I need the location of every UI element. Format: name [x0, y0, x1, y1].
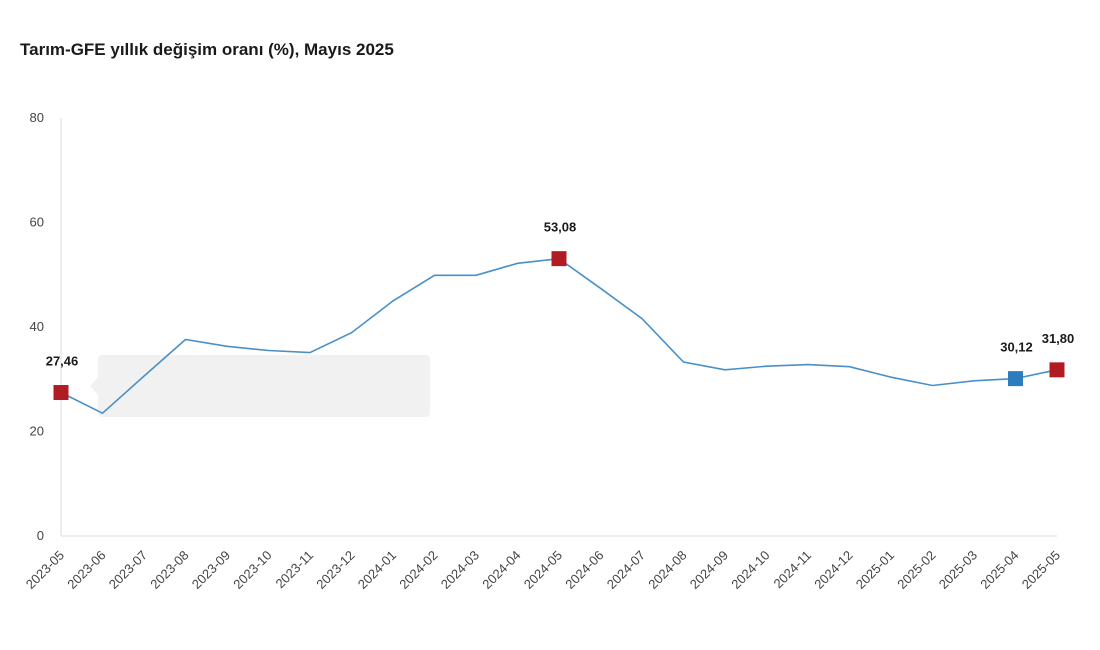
x-tick-label: 2023-08	[147, 548, 191, 592]
y-tick-label: 40	[30, 319, 44, 334]
data-point-marker	[1049, 362, 1065, 378]
x-tick-label: 2024-12	[811, 548, 855, 592]
data-point-marker	[1008, 371, 1023, 387]
y-tick-label: 60	[30, 215, 44, 230]
x-tick-label: 2023-12	[313, 548, 357, 592]
data-label: 30,12	[1000, 340, 1033, 355]
x-tick-label: 2024-01	[355, 548, 399, 592]
x-tick-label: 2023-07	[106, 548, 150, 592]
x-tick-label: 2025-05	[1019, 548, 1063, 592]
data-label: 31,80	[1042, 331, 1075, 346]
x-tick-label: 2023-11	[272, 548, 316, 592]
x-tick-label: 2023-10	[230, 548, 274, 592]
x-tick-label: 2024-09	[687, 548, 731, 592]
y-tick-label: 0	[37, 528, 44, 543]
x-tick-label: 2024-03	[438, 548, 482, 592]
highlight-markers: 27,46 53,08 30,12 31,80	[46, 220, 1075, 401]
x-axis-ticks: 2023-052023-062023-072023-082023-092023-…	[23, 548, 1063, 592]
x-tick-label: 2023-09	[189, 548, 233, 592]
x-tick-label: 2024-06	[562, 548, 606, 592]
tooltip-placeholder	[90, 355, 430, 417]
chart-title: Tarım-GFE yıllık değişim oranı (%), Mayı…	[20, 40, 394, 59]
x-tick-label: 2023-05	[23, 548, 67, 592]
x-tick-label: 2024-10	[728, 548, 772, 592]
data-label: 27,46	[46, 354, 79, 369]
data-point-marker	[551, 251, 567, 267]
x-tick-label: 2025-04	[977, 548, 1021, 592]
x-tick-label: 2023-06	[64, 548, 108, 592]
data-point-marker	[53, 385, 69, 401]
x-tick-label: 2024-07	[604, 548, 648, 592]
x-tick-label: 2024-11	[770, 548, 814, 592]
x-tick-label: 2024-08	[645, 548, 689, 592]
x-tick-label: 2024-02	[396, 548, 440, 592]
y-tick-label: 80	[30, 110, 44, 125]
y-tick-label: 20	[30, 424, 44, 439]
y-axis-ticks: 0 20 40 60 80	[30, 110, 44, 543]
x-tick-label: 2025-02	[894, 548, 938, 592]
x-tick-label: 2024-05	[521, 548, 565, 592]
x-tick-label: 2025-03	[936, 548, 980, 592]
data-label: 53,08	[544, 220, 577, 235]
x-tick-label: 2024-04	[479, 548, 523, 592]
x-tick-label: 2025-01	[853, 548, 897, 592]
